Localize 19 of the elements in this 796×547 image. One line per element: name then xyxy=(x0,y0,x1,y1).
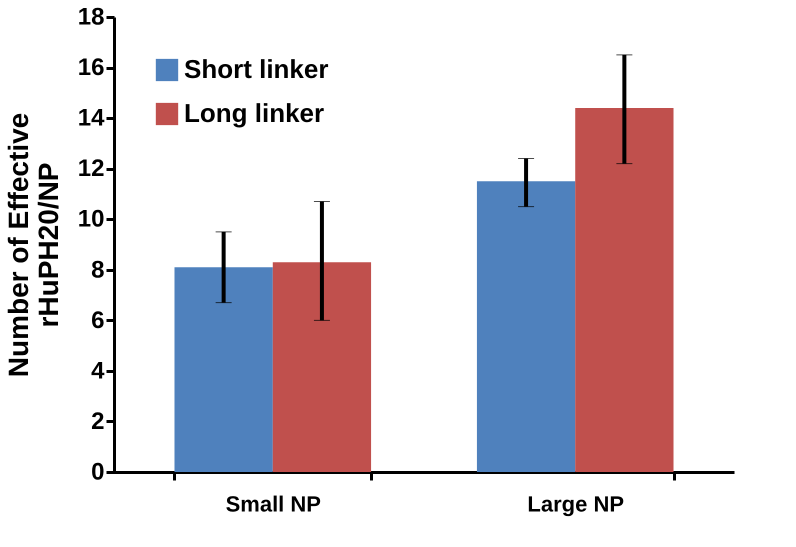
x-tick-label: Small NP xyxy=(226,492,321,516)
y-tick-label: 4 xyxy=(91,357,106,384)
x-tick-label: Large NP xyxy=(527,492,624,516)
y-axis-title: Number of Effective rHuPH20/NP xyxy=(2,112,64,378)
y-tick-label: 12 xyxy=(78,155,104,182)
y-tick-label: 18 xyxy=(78,4,104,30)
bar xyxy=(272,262,372,472)
bar xyxy=(575,108,674,472)
bar xyxy=(174,267,273,472)
y-tick-label: 16 xyxy=(78,54,104,82)
y-tick-label: 2 xyxy=(91,408,104,435)
y-tick-label: 14 xyxy=(78,104,106,132)
y-tick-label: 0 xyxy=(91,458,104,486)
y-tick-label: 10 xyxy=(78,206,104,233)
y-tick-label: 8 xyxy=(91,256,104,284)
bar xyxy=(476,181,576,472)
legend-label: Long linker xyxy=(184,98,324,128)
y-tick-label: 6 xyxy=(91,306,104,334)
legend-label: Short linker xyxy=(184,54,328,84)
